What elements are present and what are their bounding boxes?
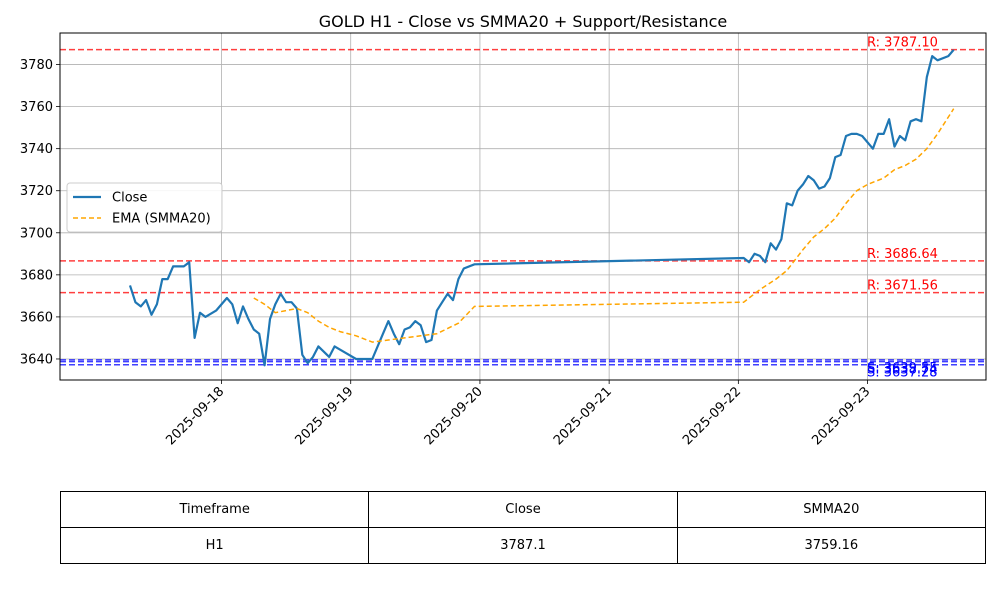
series-line-close: [128, 49, 955, 367]
series-line-ema-smma20: [253, 108, 955, 343]
support-label: S: 3637.28: [867, 366, 938, 381]
legend-entry: Close: [112, 191, 147, 206]
y-tick-label: 3660: [20, 310, 53, 325]
table-header-cell: Close: [368, 491, 678, 528]
y-axis: 3640 3660 3680 3700 3720 3740 3760 3780: [20, 58, 60, 367]
y-tick-label: 3740: [20, 142, 53, 157]
support-label: S: 3638.74: [867, 363, 938, 378]
summary-table: Timeframe Close SMMA20 H1 3787.1 3759.16: [59, 491, 987, 564]
table-cell: H1: [59, 527, 370, 564]
legend-entry: EMA (SMMA20): [112, 212, 211, 227]
table-row: H1 3787.1 3759.16: [59, 527, 987, 564]
legend: Close EMA (SMMA20): [66, 182, 223, 233]
resistance-label: R: 3671.56: [867, 279, 938, 294]
plot-frame: [59, 32, 987, 381]
series-lines: [128, 49, 955, 367]
support-resistance-levels: R: 3787.10R: 3686.64R: 3671.56S: 3639.55…: [60, 36, 986, 381]
table-header-cell: SMMA20: [676, 491, 987, 528]
table-header-cell: Timeframe: [59, 491, 370, 528]
y-tick-label: 3780: [20, 58, 53, 73]
y-tick-label: 3640: [20, 352, 53, 367]
table-header-row: Timeframe Close SMMA20: [59, 491, 987, 528]
y-tick-label: 3700: [20, 226, 53, 241]
legend-box: [66, 182, 223, 233]
y-tick-label: 3760: [20, 100, 53, 115]
resistance-label: R: 3787.10: [867, 36, 938, 51]
grid: [60, 33, 986, 380]
y-tick-label: 3680: [20, 268, 53, 283]
y-tick-label: 3720: [20, 184, 53, 199]
chart: GOLD H1 - Close vs SMMA20 + Support/Resi…: [19, 12, 987, 449]
table-cell: 3787.1: [368, 527, 678, 564]
table-cell: 3759.16: [676, 527, 987, 564]
chart-title: GOLD H1 - Close vs SMMA20 + Support/Resi…: [319, 12, 728, 31]
resistance-label: R: 3686.64: [867, 247, 938, 262]
